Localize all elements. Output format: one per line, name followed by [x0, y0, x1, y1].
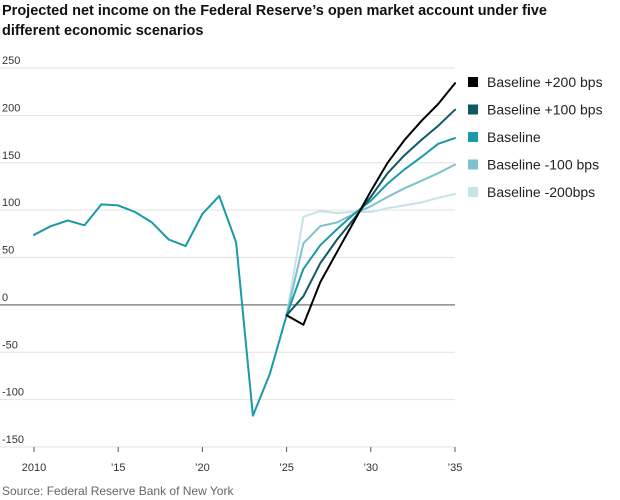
series-line-baseline-100-bps: [285, 163, 456, 317]
y-tick-label: 50: [2, 245, 14, 257]
legend-label: Baseline +100 bps: [487, 102, 603, 118]
y-tick-label: 200: [2, 102, 20, 114]
x-tick-label: 2010: [22, 462, 46, 474]
y-tick-label: 150: [2, 150, 20, 162]
x-tick-label: ’20: [195, 462, 210, 474]
legend-swatch: [468, 104, 478, 115]
y-tick-label: -150: [2, 434, 24, 446]
legend-swatch: [468, 132, 478, 142]
y-tick-label: 0: [2, 292, 8, 304]
legend-label: Baseline: [487, 129, 541, 145]
series-line-baseline-200-bps: [285, 82, 456, 326]
series-line-baseline-200bps: [285, 193, 456, 317]
gridlines: [0, 67, 455, 448]
legend-label: Baseline +200 bps: [487, 74, 603, 90]
series-line-historical: [33, 194, 288, 417]
y-tick-label: -100: [2, 387, 24, 399]
x-tick-label: ’25: [279, 462, 294, 474]
series-line-baseline-100-bps: [285, 108, 456, 317]
x-tick-label: ’30: [363, 462, 378, 474]
legend-swatch: [468, 77, 478, 87]
source-note: Source: Federal Reserve Bank of New York: [2, 484, 234, 498]
series-line-baseline: [285, 137, 456, 317]
x-tick-label: ’15: [111, 462, 126, 474]
legend: Baseline +200 bps Baseline +100 bps Baseli…: [468, 74, 603, 200]
x-tick-label: ’35: [448, 462, 463, 474]
legend-label: Baseline -100 bps: [487, 157, 599, 173]
y-tick-label: -50: [2, 339, 18, 351]
y-tick-label: 250: [2, 55, 20, 67]
y-tick-label: 100: [2, 197, 20, 209]
y-axis-ticks: 250 200 150 100 50 0 -50 -100 -150: [2, 55, 24, 446]
x-axis-ticks: 2010 ’15 ’20 ’25 ’30 ’35: [22, 447, 463, 474]
legend-swatch: [468, 159, 478, 170]
series-lines: [33, 82, 456, 417]
legend-swatch: [468, 187, 478, 197]
chart-title: Projected net income on the Federal Rese…: [2, 3, 547, 39]
legend-label: Baseline -200bps: [487, 184, 595, 200]
